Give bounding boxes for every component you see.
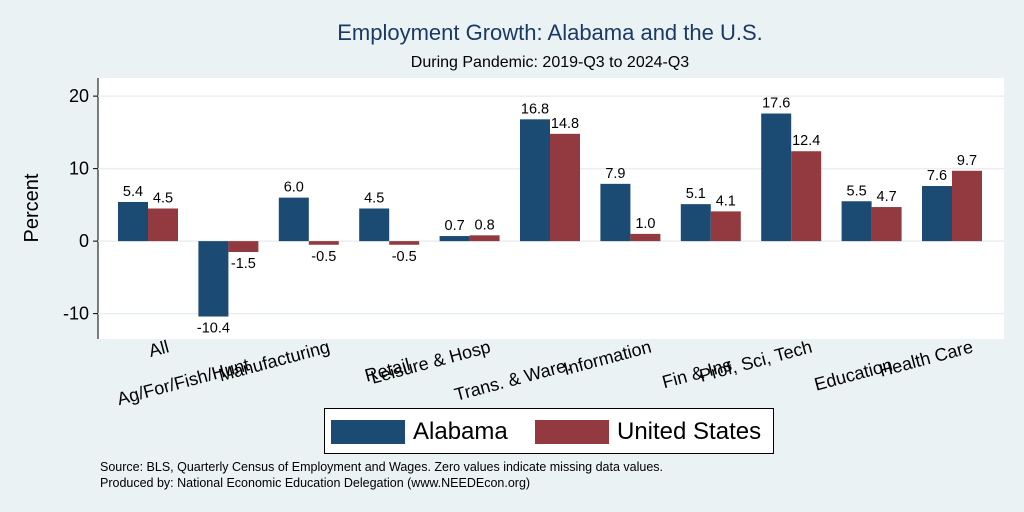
source-note: Source: BLS, Quarterly Census of Employm… [100,460,664,474]
bar-united-states-7 [710,211,741,242]
data-label-alabama-7: 5.1 [686,186,706,202]
producer-note: Produced by: National Economic Education… [100,476,531,490]
data-label-united-states-5: 14.8 [551,116,579,132]
bar-united-states-9 [871,207,902,242]
bar-united-states-0 [148,208,178,242]
bar-united-states-2 [308,241,339,245]
bar-alabama-7 [680,204,711,242]
data-label-united-states-8: 12.4 [792,133,820,149]
bar-alabama-9 [841,201,872,242]
legend-item-alabama: Alabama [331,418,508,446]
chart-title: Employment Growth: Alabama and the U.S. [337,20,763,45]
y-tick-label-0: 0 [79,231,89,251]
legend-label-united-states: United States [617,418,762,445]
legend-swatch-alabama [331,420,405,444]
data-label-united-states-1: -1.5 [231,256,256,272]
data-label-united-states-3: -0.5 [392,249,417,265]
data-label-united-states-4: 0.8 [475,217,495,233]
bar-alabama-2 [278,197,309,242]
data-label-united-states-0: 4.5 [153,191,173,207]
data-label-alabama-4: 0.7 [445,218,465,234]
legend-swatch-united-states [535,420,609,444]
x-tick-label-6: Information [561,337,653,380]
data-label-alabama-9: 5.5 [847,183,867,199]
data-label-alabama-2: 6.0 [284,180,304,196]
x-tick-label-10: Health Care [877,337,975,381]
x-tick-label-8: Prof, Sci, Tech [697,337,814,386]
bar-united-states-10 [952,170,982,242]
legend-item-united-states: United States [535,418,761,446]
legend: Alabama United States [324,408,774,454]
bar-united-states-3 [389,241,420,245]
bar-united-states-1 [228,241,259,252]
bar-alabama-6 [600,183,631,242]
x-tick-label-2: Manufacturing [216,337,331,386]
data-label-united-states-9: 4.7 [877,189,897,205]
data-label-alabama-10: 7.6 [927,168,947,184]
data-label-united-states-2: -0.5 [311,249,336,265]
data-label-alabama-1: -10.4 [197,321,230,337]
chart-subtitle: During Pandemic: 2019-Q3 to 2024-Q3 [411,54,689,71]
bar-alabama-10 [922,186,952,242]
footnotes: Source: BLS, Quarterly Census of Employm… [100,459,663,491]
bar-united-states-6 [630,233,661,242]
data-label-united-states-10: 9.7 [957,153,977,169]
data-label-united-states-6: 1.0 [635,216,655,232]
x-tick-label-0: All [147,337,172,361]
y-tick-label--10: -10 [63,304,89,324]
y-tick-label-20: 20 [69,86,89,106]
data-label-alabama-8: 17.6 [762,96,790,112]
x-tick-label-5: Trans. & Ware. [452,355,573,405]
y-axis-title: Percent [21,173,43,242]
legend-label-alabama: Alabama [413,418,508,445]
data-label-united-states-7: 4.1 [716,193,736,209]
bar-united-states-8 [791,151,822,242]
bar-alabama-4 [439,236,470,242]
data-label-alabama-6: 7.9 [605,166,625,182]
data-label-alabama-5: 16.8 [521,101,549,117]
y-tick-label-10: 10 [69,159,89,179]
bar-alabama-1 [198,241,229,317]
data-label-alabama-0: 5.4 [123,184,143,200]
bar-united-states-5 [550,133,580,242]
bar-alabama-5 [520,119,550,242]
bar-alabama-3 [359,208,390,242]
bar-alabama-8 [761,113,792,242]
data-label-alabama-3: 4.5 [364,191,384,207]
bar-united-states-4 [469,235,500,242]
bar-alabama-0 [118,201,148,242]
